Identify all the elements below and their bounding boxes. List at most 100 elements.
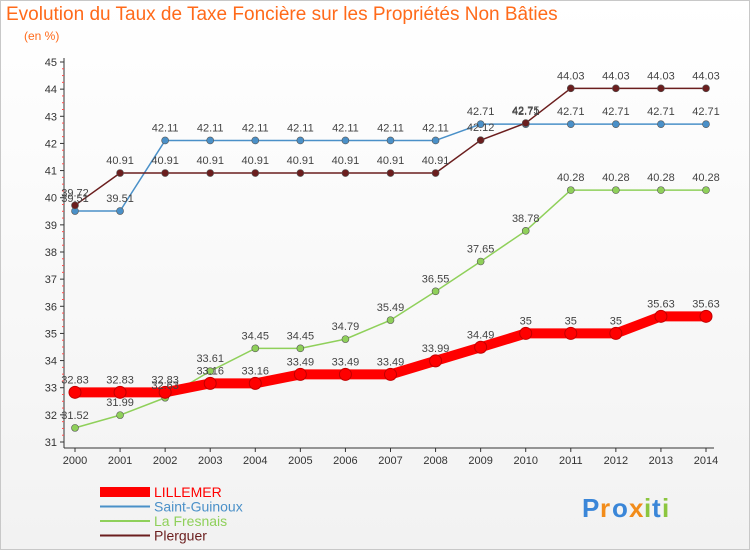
logo-letter: x [629,493,644,523]
data-point [564,326,578,340]
data-point [702,186,710,194]
data-point [386,169,395,177]
y-tick-label: 43 [45,111,57,123]
x-tick-label: 2010 [513,455,537,467]
data-point [612,84,620,93]
data-point [657,84,665,93]
axes: 31 32 33 34 35 36 37 38 39 40 41 42 43 44 45 2000 2001 20… [45,57,718,467]
data-label: 34.49 [467,329,495,341]
data-point [654,309,668,323]
data-point [68,385,82,399]
data-label: 40.91 [377,155,405,167]
y-tick-label: 37 [45,274,57,286]
data-point [476,257,485,266]
data-point [566,84,575,93]
y-tick-label: 41 [45,166,57,178]
x-tick-label: 2001 [108,455,132,467]
data-label: 33.99 [422,343,450,355]
data-point [431,136,440,145]
data-label: 44.03 [692,70,720,82]
series-layer [68,84,713,432]
chart-subtitle: (en %) [24,29,60,43]
y-tick-label: 33 [45,383,57,395]
y-tick-label: 44 [45,84,57,96]
x-tick-label: 2003 [198,455,222,467]
data-point [609,326,623,340]
data-point [431,287,440,296]
data-label: 35 [520,315,532,327]
legend-label: Saint-Guinoux [154,499,243,515]
data-point [429,354,443,368]
data-label: 33.16 [242,365,270,377]
data-point [248,376,262,390]
x-tick-label: 2014 [694,455,718,467]
data-label: 35.63 [692,298,720,310]
data-label: 39.51 [106,193,134,205]
logo-letter: i [644,493,651,523]
y-tick-label: 45 [45,57,57,69]
y-tick-label: 35 [45,328,57,340]
data-label: 42.71 [647,106,675,118]
data-point [71,201,79,210]
x-tick-label: 2013 [649,455,673,467]
logo-letter: t [652,493,661,523]
data-point [702,84,710,93]
data-point [566,120,575,128]
data-label: 42.11 [377,122,404,134]
data-label: 42.71 [467,106,495,118]
x-tick-label: 2011 [559,455,583,467]
data-label: 33.49 [287,356,315,368]
data-label: 39.72 [61,187,89,199]
x-tick-label: 2009 [468,455,492,467]
data-label: 44.03 [557,70,585,82]
data-label: 42.11 [242,122,269,134]
logo-letter: r [600,493,610,523]
data-point [521,119,530,127]
data-label: 42.71 [602,106,630,118]
data-label: 34.45 [242,330,270,342]
data-label: 38.78 [512,213,540,225]
data-label: 40.91 [196,155,224,167]
data-point [116,207,124,215]
data-point [474,340,488,354]
data-label: 33.49 [332,356,360,368]
data-label: 42.12 [467,122,495,134]
data-label: 40.91 [287,155,315,167]
data-label: 34.79 [332,321,360,333]
data-label: 42.71 [692,106,720,118]
data-label: 32.83 [61,374,89,386]
y-tick-label: 34 [45,356,57,368]
data-label: 39.51 [61,193,89,205]
data-point [161,169,169,177]
y-tick-label: 42 [45,138,57,150]
legend-label: La Fresnais [154,513,227,529]
x-tick-label: 2004 [243,455,267,467]
x-tick-label: 2012 [604,455,628,467]
data-label: 34.45 [287,330,315,342]
data-label: 42.11 [197,122,224,134]
data-point [251,344,260,353]
data-label: 42.11 [332,122,359,134]
data-point [71,424,79,432]
data-point [386,316,395,324]
data-labels: 32.83 32.83 32.83 33.16 33.16 33.49 33.49 33.49… [61,70,720,422]
data-label: 35.49 [377,302,405,314]
data-label: 32.83 [151,374,179,386]
legend-label: LILLEMER [154,484,222,500]
data-point [206,169,215,177]
data-point [386,136,395,145]
data-point [519,326,533,340]
data-label: 42.11 [152,122,179,134]
x-tick-label: 2000 [63,455,87,467]
data-label: 32.83 [106,374,134,386]
data-point [203,376,217,390]
data-point [702,120,710,128]
data-label: 44.03 [647,70,675,82]
data-label: 42.11 [422,122,449,134]
data-point [296,169,305,177]
data-label: 40.28 [647,172,675,184]
data-label: 33.61 [196,353,224,365]
data-label: 35 [565,315,577,327]
